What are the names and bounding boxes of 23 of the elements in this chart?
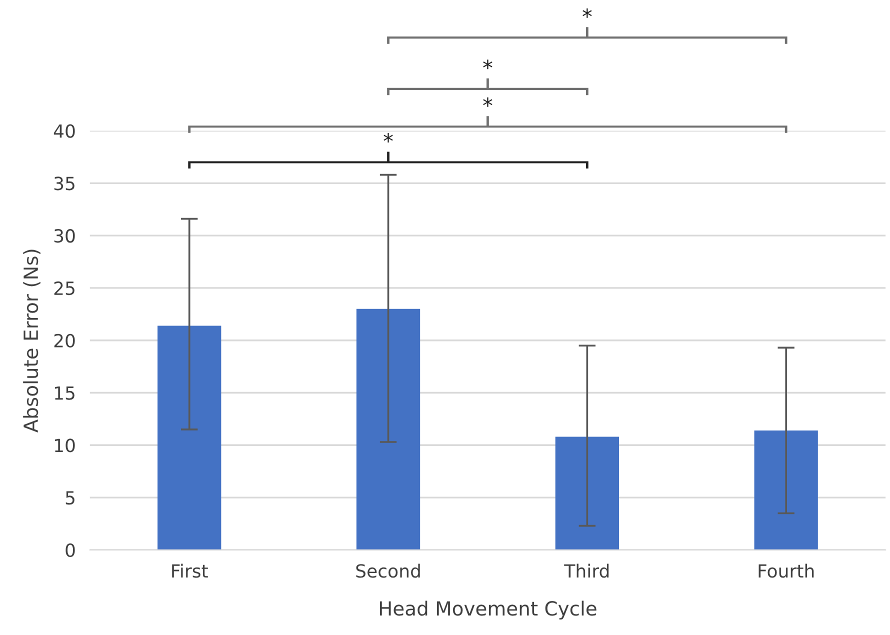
x-tick-label: Fourth bbox=[758, 564, 814, 578]
bar bbox=[754, 430, 818, 550]
x-axis-title: Head Movement Cycle bbox=[380, 600, 596, 620]
x-tick-label: Third bbox=[564, 564, 609, 578]
y-tick-label: 0 bbox=[66, 543, 75, 558]
y-tick-label: 15 bbox=[55, 386, 74, 400]
y-axis-title: Absolute Error (Ns) bbox=[23, 250, 40, 432]
x-tick-label: First bbox=[172, 564, 208, 578]
y-tick-label: 10 bbox=[55, 438, 75, 452]
bar bbox=[158, 326, 222, 550]
x-tick-label: Second bbox=[356, 564, 420, 578]
y-tick-label: 5 bbox=[66, 491, 74, 505]
annotation: * bbox=[384, 133, 393, 143]
text: * bbox=[483, 97, 492, 107]
y-tick-label: 30 bbox=[54, 229, 75, 243]
text: * bbox=[483, 60, 492, 70]
bar bbox=[555, 436, 620, 550]
y-tick-label: 35 bbox=[54, 176, 74, 190]
y-tick-label: 40 bbox=[54, 124, 75, 138]
y-tick-label: 20 bbox=[54, 334, 75, 348]
y-tick-label: 25 bbox=[54, 281, 74, 296]
text: * bbox=[582, 8, 592, 18]
bar bbox=[356, 308, 420, 550]
